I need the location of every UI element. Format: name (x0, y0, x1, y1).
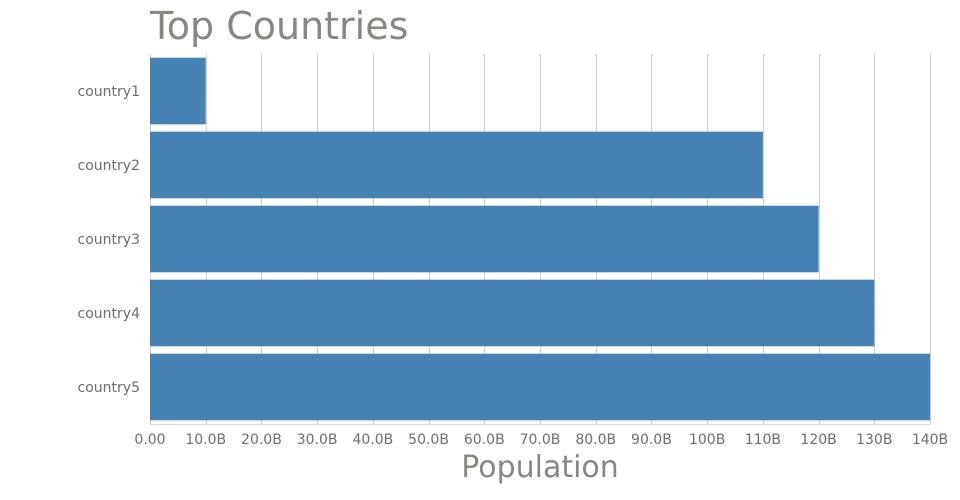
x-tick-label: 100B (689, 432, 725, 448)
x-tick-label: 40.0B (352, 432, 393, 448)
x-tick-label: 10.0B (185, 432, 226, 448)
x-tick-label: 90.0B (631, 432, 672, 448)
x-tick-label: 70.0B (520, 432, 561, 448)
bar-country1[interactable] (150, 57, 206, 125)
bar-country5[interactable] (150, 353, 930, 421)
x-tick-labels: 0.00 10.0B 20.0B 30.0B 40.0B 50.0B 60.0B 70.0B 8… (134, 432, 948, 448)
x-tick-label: 0.00 (134, 432, 165, 448)
y-tick-label: country4 (78, 306, 141, 322)
x-tick-label: 30.0B (297, 432, 338, 448)
y-tick-label: country1 (78, 84, 140, 100)
x-tick-label: 60.0B (464, 432, 505, 448)
bar-country3[interactable] (150, 205, 819, 273)
y-tick-label: country3 (78, 232, 140, 248)
chart-title: Top Countries (150, 4, 409, 48)
y-tick-label: country2 (78, 158, 140, 174)
bar-country2[interactable] (150, 131, 763, 199)
x-tick-label: 80.0B (575, 432, 616, 448)
x-tick-label: 140B (912, 432, 948, 448)
y-tick-labels: country1 country2 country3 country4 country5 (78, 84, 141, 396)
x-axis-label: Population (461, 450, 619, 485)
x-tick-label: 50.0B (408, 432, 449, 448)
x-tick-label: 110B (745, 432, 781, 448)
bar-country4[interactable] (150, 279, 875, 347)
x-tick-label: 20.0B (241, 432, 282, 448)
bars (150, 57, 930, 421)
x-tick-label: 120B (800, 432, 836, 448)
y-tick-label: country5 (78, 380, 140, 396)
x-tick-label: 130B (856, 432, 892, 448)
